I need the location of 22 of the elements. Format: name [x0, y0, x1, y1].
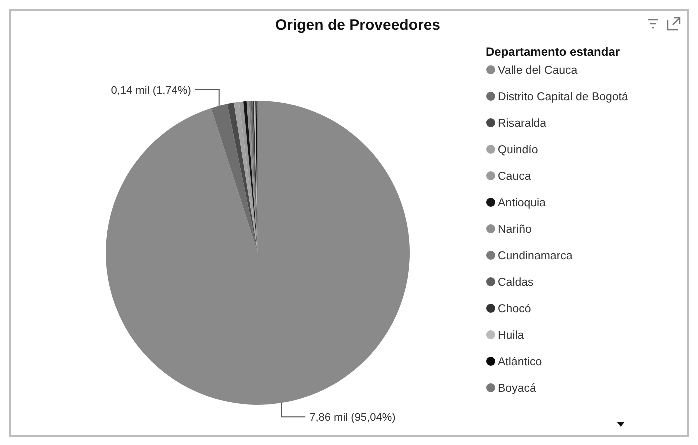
legend-label: Valle del Cauca: [498, 65, 578, 77]
legend-label: Atlántico: [498, 356, 542, 368]
legend-label: Caldas: [498, 277, 534, 289]
pie-slice: [244, 101, 258, 253]
pie-slice: [234, 102, 258, 253]
data-label: 0,14 mil (1,74%): [111, 84, 192, 97]
legend-title: Departamento estandar: [486, 45, 620, 59]
pie-slice: [227, 102, 258, 253]
data-label: 7,86 mil (95,04%): [310, 412, 396, 424]
legend-label: Cauca: [498, 171, 532, 183]
legend-label: Antioquia: [498, 198, 547, 210]
legend-label: Distrito Capital de Bogotá: [498, 92, 630, 104]
legend-label: Cundinamarca: [498, 250, 574, 262]
legend-label: Boyacá: [498, 383, 537, 395]
legend-label: Huila: [498, 330, 525, 342]
legend-label: Quindío: [498, 144, 538, 156]
pie-slice: [106, 101, 410, 405]
chart-title: Origen de Proveedores: [275, 17, 441, 34]
legend-label: Risaralda: [498, 118, 548, 130]
legend-label: Chocó: [498, 304, 532, 316]
legend-label: Nariño: [498, 224, 532, 236]
pie-slice: [211, 104, 258, 253]
